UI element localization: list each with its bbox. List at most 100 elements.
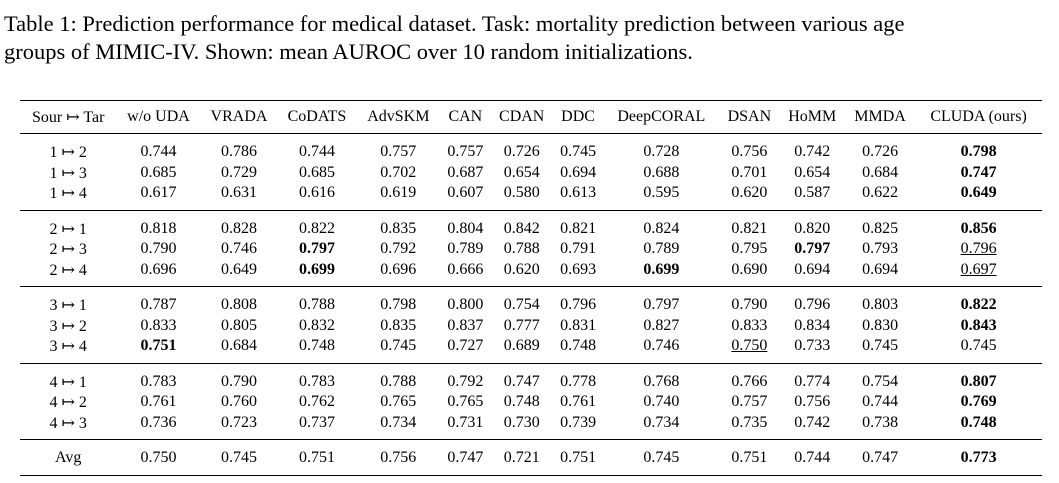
cell: 0.756 bbox=[380, 449, 417, 467]
cell: 0.825 bbox=[862, 219, 899, 237]
cell: 0.685 bbox=[140, 163, 177, 181]
cell: 0.792 bbox=[380, 240, 417, 258]
row-label: 1 ↦ 4 bbox=[49, 185, 87, 203]
cell: 0.750 bbox=[140, 449, 177, 467]
cell: 0.744 bbox=[794, 449, 831, 467]
cell: 0.790 bbox=[731, 296, 768, 314]
table-row: 1 ↦ 2 0.744 0.786 0.744 0.757 0.757 0.726 0.745… bbox=[20, 134, 1042, 163]
cell: 0.828 bbox=[220, 219, 257, 237]
table-row: 3 ↦ 4 0.751 0.684 0.748 0.745 0.727 0.689 0.748… bbox=[20, 336, 1042, 363]
table-row: 1 ↦ 4 0.617 0.631 0.616 0.619 0.607 0.580 0.613… bbox=[20, 183, 1042, 210]
cell: 0.805 bbox=[220, 316, 257, 334]
cell: 0.747 bbox=[503, 372, 540, 390]
cell: 0.746 bbox=[220, 240, 257, 258]
column-header: Sour ↦ Tar bbox=[32, 109, 105, 126]
cell: 0.842 bbox=[503, 219, 540, 237]
cell: 0.774 bbox=[794, 372, 831, 390]
cell: 0.800 bbox=[447, 296, 484, 314]
cell: 0.751 bbox=[560, 449, 597, 467]
cell: 0.617 bbox=[140, 184, 177, 202]
cell: 0.795 bbox=[731, 240, 768, 258]
column-header: DSAN bbox=[727, 108, 772, 125]
cell: 0.830 bbox=[862, 316, 899, 334]
cell: 0.832 bbox=[298, 316, 335, 334]
cell: 0.754 bbox=[503, 296, 540, 314]
cell: 0.694 bbox=[560, 163, 597, 181]
cell: 0.822 bbox=[298, 219, 335, 237]
cell: 0.798 bbox=[380, 296, 417, 314]
row-label: 3 ↦ 1 bbox=[49, 297, 87, 315]
cell: 0.791 bbox=[560, 240, 597, 258]
row-label: 4 ↦ 3 bbox=[49, 414, 87, 432]
cell: 0.788 bbox=[503, 240, 540, 258]
cell: 0.807 bbox=[960, 372, 997, 390]
cell: 0.742 bbox=[794, 413, 831, 431]
cell: 0.761 bbox=[560, 393, 597, 411]
cell: 0.827 bbox=[643, 316, 680, 334]
cell: 0.734 bbox=[643, 413, 680, 431]
cell: 0.789 bbox=[447, 240, 484, 258]
cell: 0.727 bbox=[447, 337, 484, 355]
cell: 0.729 bbox=[220, 163, 257, 181]
row-group: 1 ↦ 2 0.744 0.786 0.744 0.757 0.757 0.726 0.745… bbox=[20, 133, 1042, 211]
cell: 0.689 bbox=[503, 337, 540, 355]
cell: 0.730 bbox=[503, 413, 540, 431]
cell: 0.696 bbox=[380, 260, 417, 278]
row-group: 3 ↦ 1 0.787 0.808 0.788 0.798 0.800 0.754 0.796… bbox=[20, 286, 1042, 364]
cell: 0.723 bbox=[220, 413, 257, 431]
table-row: Avg 0.750 0.745 0.751 0.756 0.747 0.721 0.751 0.… bbox=[20, 440, 1042, 476]
cell: 0.684 bbox=[862, 163, 899, 181]
cell: 0.666 bbox=[447, 260, 484, 278]
cell: 0.761 bbox=[140, 393, 177, 411]
cell: 0.587 bbox=[794, 184, 831, 202]
cell: 0.721 bbox=[503, 449, 540, 467]
cell: 0.747 bbox=[960, 163, 997, 181]
cell: 0.756 bbox=[731, 143, 768, 161]
row-label: 4 ↦ 1 bbox=[49, 373, 87, 391]
column-header: MMDA bbox=[854, 108, 906, 125]
row-label: 1 ↦ 3 bbox=[49, 164, 87, 182]
cell: 0.793 bbox=[862, 240, 899, 258]
cell: 0.808 bbox=[220, 296, 257, 314]
cell: 0.687 bbox=[447, 163, 484, 181]
cell: 0.696 bbox=[140, 260, 177, 278]
cell: 0.796 bbox=[960, 240, 997, 258]
cell: 0.797 bbox=[298, 240, 335, 258]
cell: 0.745 bbox=[220, 449, 257, 467]
row-label: 1 ↦ 2 bbox=[49, 144, 87, 162]
cell: 0.734 bbox=[380, 413, 417, 431]
cell: 0.702 bbox=[380, 163, 417, 181]
caption-line: Table 1: Prediction performance for medi… bbox=[4, 11, 905, 36]
cell: 0.766 bbox=[731, 372, 768, 390]
cell: 0.822 bbox=[960, 296, 997, 314]
cell: 0.835 bbox=[380, 219, 417, 237]
cell: 0.690 bbox=[731, 260, 768, 278]
cell: 0.744 bbox=[140, 143, 177, 161]
cell: 0.740 bbox=[643, 393, 680, 411]
cell: 0.737 bbox=[298, 413, 335, 431]
column-header: VRADA bbox=[210, 108, 268, 125]
cell: 0.699 bbox=[643, 260, 680, 278]
cell: 0.748 bbox=[560, 337, 597, 355]
cell: 0.773 bbox=[960, 449, 997, 467]
cell: 0.607 bbox=[447, 184, 484, 202]
cell: 0.620 bbox=[731, 184, 768, 202]
cell: 0.751 bbox=[298, 449, 335, 467]
cell: 0.821 bbox=[731, 219, 768, 237]
cell: 0.580 bbox=[503, 184, 540, 202]
cell: 0.619 bbox=[380, 184, 417, 202]
table-row: 3 ↦ 1 0.787 0.808 0.788 0.798 0.800 0.754 0.796… bbox=[20, 287, 1042, 316]
cell: 0.742 bbox=[794, 143, 831, 161]
cell: 0.745 bbox=[960, 337, 997, 355]
cell: 0.757 bbox=[447, 143, 484, 161]
cell: 0.733 bbox=[794, 337, 831, 355]
cell: 0.798 bbox=[960, 143, 997, 161]
cell: 0.620 bbox=[503, 260, 540, 278]
cell: 0.736 bbox=[140, 413, 177, 431]
cell: 0.778 bbox=[560, 372, 597, 390]
row-label: Avg bbox=[55, 449, 82, 467]
cell: 0.843 bbox=[960, 316, 997, 334]
table-row: 2 ↦ 4 0.696 0.649 0.699 0.696 0.666 0.620 0.693… bbox=[20, 260, 1042, 287]
cell: 0.744 bbox=[862, 393, 899, 411]
cell: 0.745 bbox=[643, 449, 680, 467]
